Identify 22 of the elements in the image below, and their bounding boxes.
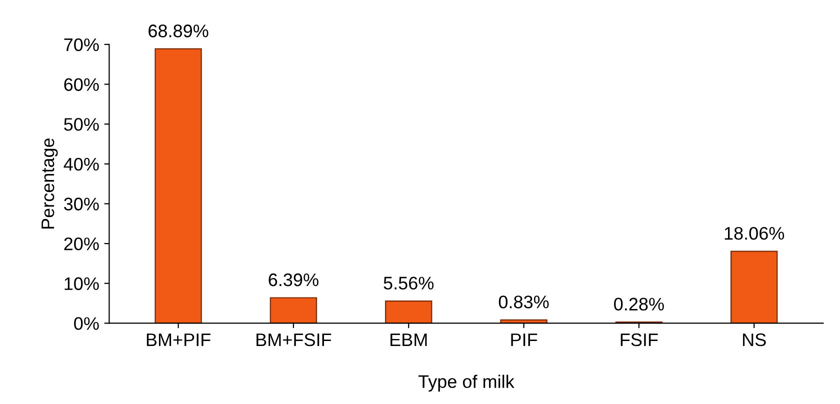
x-tick-label: PIF bbox=[511, 334, 538, 346]
y-tick-label: 30% bbox=[64, 198, 99, 210]
y-tick-label: 20% bbox=[64, 237, 99, 250]
y-axis-title: Percentage bbox=[42, 138, 58, 229]
data-label: 5.56% bbox=[384, 276, 434, 290]
x-tick-label: NS bbox=[743, 333, 766, 346]
y-tick-label: 40% bbox=[64, 158, 99, 171]
data-label: 0.83% bbox=[498, 296, 549, 308]
x-axis-title: Type of milk bbox=[418, 374, 514, 392]
data-label: 18.06% bbox=[724, 226, 784, 240]
x-tick-label: BM+PIF bbox=[146, 334, 210, 346]
y-tick-label: 50% bbox=[64, 118, 99, 131]
y-tick-label: 60% bbox=[64, 78, 99, 91]
data-label: 0.28% bbox=[614, 298, 664, 311]
x-tick-label: FSIF bbox=[620, 333, 658, 346]
data-label: 68.89% bbox=[148, 24, 208, 38]
y-tick-label: 10% bbox=[64, 277, 99, 290]
x-tick-label: EBM bbox=[390, 334, 427, 346]
data-label: 6.39% bbox=[268, 273, 318, 286]
y-tick-label: 70% bbox=[64, 38, 99, 52]
y-tick-label: 0% bbox=[74, 317, 99, 330]
x-tick-label: BM+FSIF bbox=[256, 333, 332, 346]
